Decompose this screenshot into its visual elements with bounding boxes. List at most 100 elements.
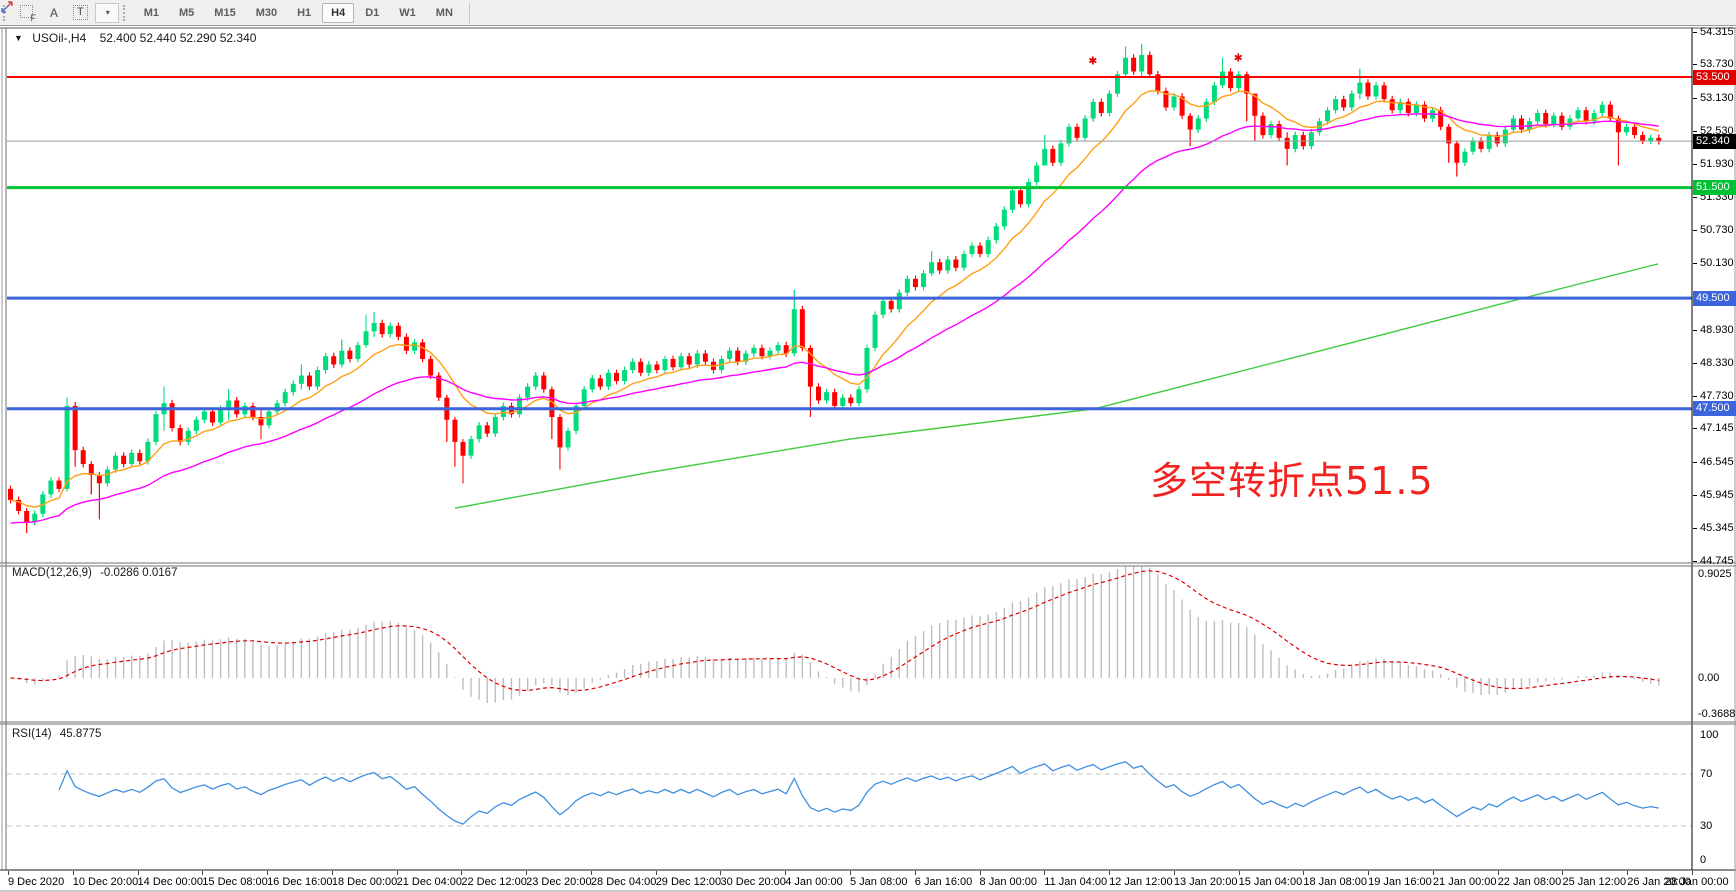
price-tick-label: 47.145 — [1700, 422, 1734, 435]
timeframe-mn[interactable]: MN — [427, 3, 462, 23]
price-tick-label: 47.730 — [1700, 389, 1734, 402]
collapse-arrow-icon[interactable]: ▼ — [14, 33, 23, 43]
price-tick-mark — [1693, 197, 1697, 198]
rsi-line — [58, 760, 1659, 825]
sell-signal-star-icon[interactable]: ✱ — [1088, 55, 1097, 67]
macd-axis-label: 0.9025 — [1698, 568, 1732, 581]
arrows-icon — [1, 1, 13, 13]
macd-axis-label: -0.3688 — [1698, 708, 1736, 720]
date-tick-label: 29 Dec 12:00 — [655, 876, 722, 888]
price-badge: 51.500 — [1693, 180, 1736, 196]
price-tick-mark — [1693, 428, 1697, 430]
date-tick-mark — [1432, 871, 1434, 875]
price-tick-label: 45.945 — [1700, 488, 1734, 501]
date-tick-mark — [267, 871, 269, 875]
date-tick-mark — [526, 871, 528, 875]
timeframe-m30[interactable]: M30 — [247, 3, 286, 23]
date-tick-label: 21 Jan 00:00 — [1432, 876, 1497, 888]
date-tick-mark — [1173, 871, 1175, 875]
date-tick-label: 23 Dec 20:00 — [526, 876, 592, 888]
date-tick-mark — [1692, 871, 1693, 875]
letter-a-icon: A — [49, 5, 58, 20]
timeframe-d1[interactable]: D1 — [356, 3, 388, 23]
timeframe-m5[interactable]: M5 — [170, 3, 203, 23]
price-badge: 52.340 — [1693, 133, 1736, 149]
timeframe-h4[interactable]: H4 — [322, 2, 355, 23]
date-tick-label: 28 Jan 00:00 — [1665, 876, 1729, 888]
price-tick-label: 44.745 — [1700, 555, 1734, 567]
price-tick-label: 53.130 — [1700, 91, 1734, 104]
price-tick-label: 50.730 — [1700, 224, 1734, 237]
price-tick-label: 53.730 — [1700, 58, 1734, 71]
date-tick-label: 12 Jan 12:00 — [1109, 876, 1173, 888]
macd-indicator-name: MACD(12,26,9) — [12, 567, 92, 579]
date-tick-label: 25 Jan 12:00 — [1562, 876, 1627, 888]
timeframe-group-handle[interactable] — [122, 4, 130, 21]
date-tick-label: 15 Dec 08:00 — [202, 876, 268, 888]
macd-signal-line — [10, 570, 1659, 692]
price-tick-label: 46.545 — [1700, 455, 1734, 468]
date-tick-mark — [785, 871, 787, 875]
date-tick-label: 14 Dec 00:00 — [137, 876, 203, 888]
timeframe-m1[interactable]: M1 — [135, 3, 168, 23]
timeframe-m15[interactable]: M15 — [205, 3, 244, 23]
date-tick-mark — [202, 871, 204, 875]
price-tick-mark — [1693, 64, 1697, 66]
date-tick-label: 10 Dec 20:00 — [72, 876, 139, 888]
price-badge: 53.500 — [1693, 69, 1736, 85]
date-tick-label: 15 Jan 04:00 — [1238, 876, 1303, 888]
symbol-period-label: USOil-,H4 — [32, 31, 87, 45]
moving-average-line — [10, 90, 1659, 508]
date-tick-mark — [1562, 871, 1564, 875]
ohlc-quotes-label: 52.400 52.440 52.290 52.340 — [99, 31, 257, 45]
letter-t-icon: T — [73, 5, 88, 20]
timeframe-h1[interactable]: H1 — [288, 3, 320, 23]
date-tick-label: 6 Jan 16:00 — [914, 876, 973, 888]
arrows-tool-button[interactable]: ▾ — [1, 1, 119, 23]
price-tick-label: 48.930 — [1700, 323, 1734, 336]
date-tick-mark — [137, 871, 139, 875]
rsi-indicator-value: 45.8775 — [59, 728, 102, 740]
date-tick-mark — [331, 871, 333, 875]
price-tick-mark — [1693, 561, 1697, 562]
price-tick-label: 50.130 — [1700, 257, 1734, 270]
date-tick-mark — [1238, 871, 1240, 875]
date-tick-mark — [1368, 871, 1370, 875]
text-tool-button[interactable]: T — [68, 3, 93, 23]
toolbar: F A T ▾ M1 M5 M15 M30 H1 H4 D1 W1 MN — [0, 0, 1736, 26]
date-tick-label: 21 Dec 04:00 — [396, 876, 463, 888]
macd-indicator-values: -0.0286 0.0167 — [100, 567, 178, 579]
price-tick-label: 52.530 — [1700, 124, 1734, 137]
sell-signal-star-icon[interactable]: ✱ — [1234, 53, 1243, 65]
chart-canvas[interactable]: ✱ ✱ — [0, 25, 1736, 892]
date-tick-mark — [655, 871, 657, 875]
date-tick-mark — [1109, 871, 1111, 875]
crosshair-grid-button[interactable]: F — [15, 3, 40, 23]
date-tick-mark — [8, 871, 9, 875]
chart-title-bar[interactable]: ▼ USOil-,H4 52.400 52.440 52.290 52.340 — [14, 31, 256, 45]
price-tick-label: 48.330 — [1700, 356, 1734, 369]
date-tick-label: 16 Dec 16:00 — [267, 876, 333, 888]
price-tick-label: 54.315 — [1700, 26, 1734, 38]
date-tick-label: 28 Dec 04:00 — [590, 876, 657, 888]
chevron-down-icon: ▾ — [105, 8, 110, 17]
date-tick-label: 5 Jan 08:00 — [850, 876, 908, 888]
date-tick-mark — [1044, 871, 1046, 875]
price-tick-mark — [1693, 362, 1697, 364]
date-tick-label: 4 Jan 00:00 — [785, 876, 843, 888]
price-badge: 47.500 — [1693, 401, 1736, 417]
timeframe-w1[interactable]: W1 — [390, 3, 425, 23]
date-tick-label: 11 Jan 04:00 — [1044, 876, 1108, 888]
price-tick-mark — [1693, 494, 1697, 496]
price-tick-mark — [1693, 329, 1697, 331]
slow-ma-line — [454, 263, 1659, 509]
price-tick-mark — [1693, 130, 1697, 132]
date-tick-label: 22 Dec 12:00 — [461, 876, 527, 888]
price-tick-label: 51.930 — [1700, 157, 1734, 170]
price-tick-mark — [1693, 527, 1697, 529]
date-tick-mark — [1497, 871, 1499, 875]
macd-pane-label: MACD(12,26,9) -0.0286 0.0167 — [12, 567, 177, 579]
label-tool-button[interactable]: A — [42, 3, 66, 23]
chart-text-annotation[interactable]: 多空转折点51.5 — [1150, 459, 1434, 503]
date-tick-mark — [590, 871, 592, 875]
